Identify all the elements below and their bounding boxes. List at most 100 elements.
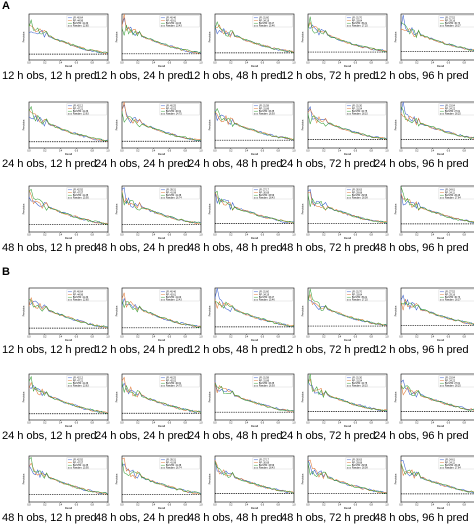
panel-caption: 24 h obs, 24 h pred xyxy=(95,430,190,442)
x-tick-label: 0.4 xyxy=(338,235,342,237)
y-axis-label: Precision xyxy=(22,31,26,42)
legend-entry: BiLSTM: 41.00 xyxy=(166,23,182,25)
pr-curve-panel: Precision 0.0 0.2 0.4 0.6 0.8 1.0 Recall LR: 31.… xyxy=(208,372,296,428)
pr-curve-svg: Precision 0.0 0.2 0.4 0.6 0.8 1.0 Recall LR: 39.… xyxy=(115,185,203,240)
legend-entry: LR: 42.12 xyxy=(73,106,84,108)
x-tick-label: 0.6 xyxy=(447,235,451,237)
series-line-lr xyxy=(121,104,202,142)
x-tick-label: 0.2 xyxy=(322,423,326,425)
x-tick-label: 0.0 xyxy=(27,423,31,425)
x-tick-label: 1.0 xyxy=(385,151,389,153)
legend-entry: BiLSTM: 41.36 xyxy=(73,383,89,385)
legend-entry: LR: 40.64 xyxy=(73,292,84,294)
legend-entry: BiLSTM: 33.35 xyxy=(259,111,275,113)
x-axis-label: Recall xyxy=(437,338,445,342)
legend-entry: BiLSTM: 40.61 xyxy=(166,111,182,113)
pr-curve-svg: Precision 0.0 0.2 0.4 0.6 0.8 1.0 Recall LR: 42.… xyxy=(22,455,110,510)
pr-curve-svg: Precision 0.0 0.2 0.4 0.6 0.8 1.0 Recall LR: 42.… xyxy=(22,373,110,428)
pr-curve-svg: Precision 0.0 0.2 0.4 0.6 0.8 1.0 Recall LR: 31.… xyxy=(301,287,389,342)
series-line-bilstm xyxy=(121,24,202,53)
x-tick-label: 0.8 xyxy=(277,151,281,153)
x-tick-label: 0.6 xyxy=(168,63,172,65)
y-axis-label: Precision xyxy=(208,391,212,402)
legend-entry: Random: 18.43 xyxy=(259,198,275,200)
x-tick-label: 0.6 xyxy=(447,63,451,65)
series-line-lr xyxy=(307,459,388,494)
x-tick-label: 0.2 xyxy=(415,505,419,507)
x-tick-label: 1.0 xyxy=(106,235,110,237)
y-axis-label: Precision xyxy=(301,473,305,484)
series-line-bilstm xyxy=(28,188,109,225)
x-tick-label: 0.0 xyxy=(399,423,403,425)
x-tick-label: 0.2 xyxy=(229,151,233,153)
pr-curve-panel: Precision 0.0 0.2 0.4 0.6 0.8 1.0 Recall LR: 31.… xyxy=(301,12,389,68)
x-tick-label: 0.0 xyxy=(120,337,124,339)
legend-entry: RF: 31.54 xyxy=(352,108,363,110)
x-axis-label: Recall xyxy=(65,152,73,156)
x-axis-label: Recall xyxy=(344,424,352,428)
panel-caption: 12 h obs, 48 h pred xyxy=(188,70,283,82)
x-tick-label: 0.8 xyxy=(463,151,467,153)
panel-caption: 48 h obs, 72 h pred xyxy=(281,242,376,254)
x-tick-label: 0.4 xyxy=(59,337,63,339)
y-axis-label: Precision xyxy=(208,473,212,484)
x-tick-label: 1.0 xyxy=(385,337,389,339)
x-tick-label: 0.8 xyxy=(91,151,95,153)
panel-caption: 24 h obs, 96 h pred xyxy=(374,430,469,442)
legend-entry: Random: 17.25 xyxy=(352,300,368,302)
x-tick-label: 0.8 xyxy=(370,505,374,507)
x-axis-label: Recall xyxy=(344,64,352,68)
x-tick-label: 1.0 xyxy=(292,505,296,507)
x-axis-label: Recall xyxy=(437,506,445,510)
y-axis-label: Precision xyxy=(208,203,212,214)
x-tick-label: 0.6 xyxy=(75,423,79,425)
x-tick-label: 0.4 xyxy=(152,505,156,507)
legend-entry: LR: 31.70 xyxy=(352,292,363,294)
x-tick-label: 1.0 xyxy=(385,235,389,237)
x-tick-label: 0.2 xyxy=(229,235,233,237)
x-tick-label: 1.0 xyxy=(385,63,389,65)
pr-curve-svg: Precision 0.0 0.2 0.4 0.6 0.8 1.0 Recall LR: 40.… xyxy=(22,13,110,68)
x-tick-label: 0.8 xyxy=(277,505,281,507)
x-tick-label: 0.4 xyxy=(245,63,249,65)
x-tick-label: 0.8 xyxy=(370,151,374,153)
legend-box xyxy=(159,289,200,302)
x-tick-label: 0.8 xyxy=(463,423,467,425)
series-line-bilstm xyxy=(28,18,109,54)
x-axis-label: Recall xyxy=(251,424,259,428)
x-tick-label: 0.4 xyxy=(152,63,156,65)
y-axis-label: Precision xyxy=(22,305,26,316)
x-axis-label: Recall xyxy=(158,506,166,510)
series-line-bilstm xyxy=(214,383,295,412)
x-tick-label: 0.0 xyxy=(27,235,31,237)
series-line-bilstm xyxy=(28,299,109,328)
legend-entry: Random: 18.37 xyxy=(445,26,461,28)
x-tick-label: 0.6 xyxy=(261,423,265,425)
legend-box xyxy=(345,457,386,470)
legend-entry: LR: 23.04 xyxy=(445,378,456,380)
legend-entry: BiLSTM: 41.35 xyxy=(73,465,89,467)
legend-entry: BiLSTM: 34.75 xyxy=(352,383,368,385)
x-tick-label: 1.0 xyxy=(199,235,203,237)
legend-entry: Random: 14.75 xyxy=(166,386,182,388)
panel-caption: 48 h obs, 12 h pred xyxy=(2,512,97,524)
pr-curve-panel: Precision 0.0 0.2 0.4 0.6 0.8 1.0 Recall LR: 27.… xyxy=(208,184,296,240)
x-tick-label: 0.4 xyxy=(245,423,249,425)
legend-entry: Random: 15.95 xyxy=(73,198,89,200)
x-tick-label: 0.4 xyxy=(245,505,249,507)
x-tick-label: 0.2 xyxy=(322,63,326,65)
legend-box xyxy=(159,103,200,116)
x-tick-label: 0.6 xyxy=(447,337,451,339)
x-tick-label: 0.4 xyxy=(431,505,435,507)
y-axis-label: Precision xyxy=(115,305,119,316)
series-line-bilstm xyxy=(28,456,109,496)
legend-entry: Random: 13.43 xyxy=(166,26,182,28)
x-tick-label: 0.0 xyxy=(120,235,124,237)
x-tick-label: 1.0 xyxy=(385,423,389,425)
x-tick-label: 0.0 xyxy=(213,235,217,237)
series-line-bilstm xyxy=(400,384,474,411)
series-line-bilstm xyxy=(400,301,474,325)
legend-entry: BiLSTM: 27.61 xyxy=(445,383,461,385)
